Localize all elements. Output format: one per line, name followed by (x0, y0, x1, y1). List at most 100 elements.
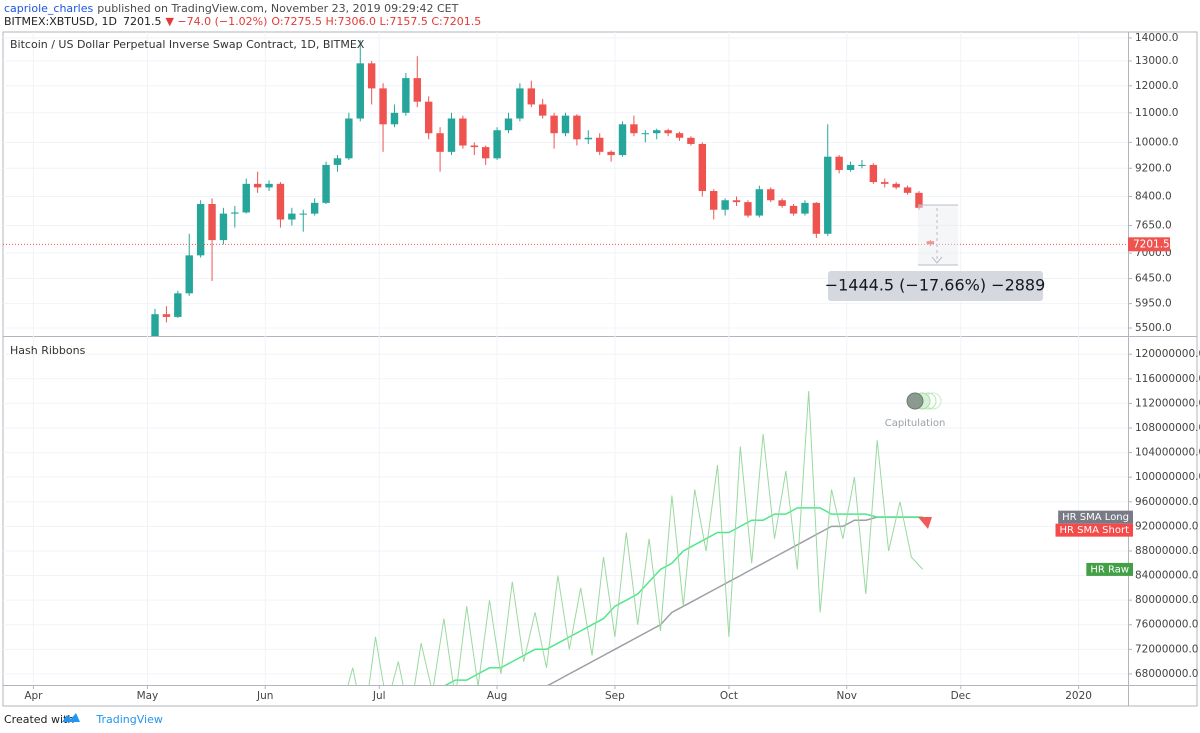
y-tick-label: 13000.0 (1135, 55, 1178, 67)
y-tick-label: 104000000.0 (1135, 447, 1200, 459)
header-line: capriole_charles published on TradingView… (4, 2, 459, 15)
candle-body (755, 189, 764, 216)
candle-body (253, 183, 262, 188)
candle-body (276, 183, 285, 220)
x-tick-label: Apr (24, 690, 43, 702)
x-tick-label: Aug (487, 690, 508, 702)
footer-logo (62, 713, 80, 722)
legend-tag (1086, 562, 1133, 576)
candle-body (162, 314, 171, 317)
y-tick-label: 5500.0 (1135, 322, 1172, 334)
candle-body (710, 191, 718, 210)
candle-body (550, 115, 558, 134)
candle-body (516, 88, 524, 119)
candle-body (345, 118, 353, 159)
indicator-title: Hash Ribbons (10, 344, 86, 357)
x-tick-label: 2020 (1065, 690, 1092, 702)
candle-body (288, 213, 296, 220)
measure-arrow-head (931, 256, 943, 264)
last-price-label: 7201.5 (1133, 238, 1170, 250)
x-tick-label: Nov (837, 690, 858, 702)
y-tick-label: 68000000.0 (1135, 668, 1198, 680)
measure-label: −1444.5 (−17.66%) −2889 (825, 276, 1046, 295)
x-tick-label: Jul (372, 690, 386, 702)
signal-marker (918, 517, 932, 529)
y-tick-label: 92000000.0 (1135, 520, 1198, 532)
candle-body (812, 202, 821, 234)
series-line (347, 391, 924, 685)
legend-tag (1055, 523, 1133, 537)
symbol: BITMEX:XBTUSD, 1D (4, 15, 117, 28)
candle-body (858, 164, 866, 166)
candle-body (436, 133, 444, 152)
series-line (444, 507, 923, 685)
chart-title: Bitcoin / US Dollar Perpetual Inverse Sw… (10, 38, 365, 51)
candle-body (242, 183, 250, 213)
ohlc: O:7275.5 H:7306.0 L:7157.5 C:7201.5 (271, 15, 481, 28)
last-price: 7201.5 (123, 15, 162, 28)
candle-body (618, 124, 627, 156)
chart-frame (2, 31, 1198, 707)
candle-body (470, 145, 478, 148)
y-tick-label: 5950.0 (1135, 298, 1172, 310)
candle-body (459, 118, 467, 146)
capitulation-dot (906, 392, 924, 410)
footer-brand[interactable]: TradingView (95, 713, 162, 726)
candle-body (367, 63, 376, 89)
candle-body (219, 213, 228, 241)
y-tick-label: 84000000.0 (1135, 570, 1198, 582)
legend-label: HR SMA Short (1060, 525, 1130, 536)
candle-body (196, 204, 205, 256)
candle-body (231, 212, 239, 214)
candle-body (356, 63, 364, 119)
y-tick-label: 100000000.0 (1135, 471, 1200, 483)
y-tick-label: 11000.0 (1135, 107, 1178, 119)
candle-body (630, 124, 638, 134)
measure-box (828, 271, 1043, 301)
candle-body (653, 130, 661, 134)
candle-body (538, 104, 547, 116)
y-tick-label: 88000000.0 (1135, 545, 1198, 557)
marks-layer (3, 40, 1128, 685)
published: published on TradingView.com, November 2… (97, 2, 458, 15)
capitulation-label: Capitulation (885, 418, 946, 429)
x-tick-label: May (137, 690, 159, 702)
y-tick-label: 7650.0 (1135, 220, 1172, 232)
last-price-tag (1128, 237, 1170, 252)
candle-body (732, 200, 741, 203)
y-tick-label: 116000000.0 (1135, 373, 1200, 385)
candle-body (824, 156, 832, 234)
candle-body (687, 137, 695, 144)
candle-body (698, 143, 707, 192)
candle-body (664, 130, 672, 134)
candle-body (413, 78, 421, 102)
candle-body (744, 202, 752, 216)
y-tick-label: 108000000.0 (1135, 422, 1200, 434)
author[interactable]: capriole_charles (4, 2, 94, 15)
candle-body (402, 78, 410, 113)
y-tick-label: 80000000.0 (1135, 594, 1198, 606)
candle-body (561, 115, 570, 134)
candle-body (310, 202, 319, 214)
grid-layer (3, 32, 1132, 689)
candle-body (299, 213, 307, 215)
x-tick-label: Oct (720, 690, 738, 702)
y-tick-label: 6450.0 (1135, 273, 1172, 285)
series-line (547, 516, 923, 685)
measure-range (918, 205, 958, 265)
candle-body (265, 183, 273, 188)
legend-label: HR SMA Long (1062, 512, 1129, 523)
y-tick-label: 14000.0 (1135, 32, 1178, 44)
footer-prefix: Created with (4, 713, 74, 726)
symbol-line: BITMEX:XBTUSD, 1D 7201.5 ▼ −74.0 (−1.02%) O… (4, 15, 481, 28)
candle-body (174, 293, 182, 317)
candle-body (424, 101, 433, 134)
y-tick-label: 9200.0 (1135, 162, 1172, 174)
candle-body (527, 88, 535, 105)
lines (347, 391, 924, 685)
candle-body (881, 182, 889, 184)
candle-body (675, 133, 684, 138)
candles (151, 40, 935, 336)
legend-label: HR Raw (1090, 564, 1129, 575)
